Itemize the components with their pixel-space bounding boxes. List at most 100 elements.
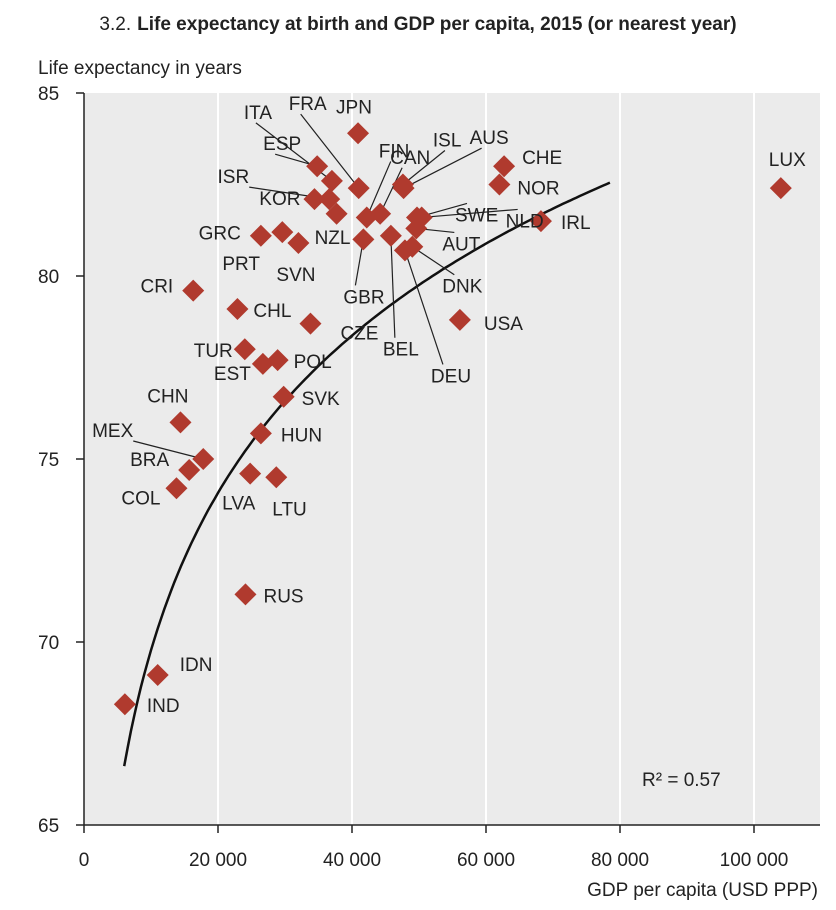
leader-line-dnk xyxy=(411,246,455,276)
data-point-est xyxy=(251,352,274,375)
leader-line-isl xyxy=(402,150,446,185)
x-tick-label: 80 000 xyxy=(591,850,649,871)
data-point-svn xyxy=(287,232,310,255)
point-label-cze: CZE xyxy=(340,324,378,345)
point-label-svn: SVN xyxy=(276,265,315,286)
data-point-lva xyxy=(239,462,262,485)
y-tick-label: 65 xyxy=(38,816,59,837)
tick-labels: 65 70 75 80 85 0 20 000 40 000 60 000 80 000 100 0… xyxy=(38,84,788,871)
point-label-est: EST xyxy=(214,364,251,385)
leader-line-deu xyxy=(404,250,444,365)
data-point-dnk xyxy=(401,235,424,258)
gridlines xyxy=(217,93,755,825)
y-tick-label: 85 xyxy=(38,84,59,105)
point-label-jpn: JPN xyxy=(336,97,372,118)
chart-title-text: Life expectancy at birth and GDP per cap… xyxy=(137,14,737,35)
data-point-nld xyxy=(410,206,433,229)
point-label-rus: RUS xyxy=(263,586,303,607)
leader-line-mex xyxy=(133,440,204,460)
point-label-chn: CHN xyxy=(147,386,188,407)
point-label-bra: BRA xyxy=(130,450,169,471)
point-label-isl: ISL xyxy=(433,131,462,152)
point-label-nld: NLD xyxy=(506,211,544,232)
data-point-isr xyxy=(318,188,341,211)
data-point-svk xyxy=(272,385,295,408)
data-point-lux xyxy=(769,177,792,200)
point-label-irl: IRL xyxy=(561,213,591,234)
trend-line xyxy=(122,181,611,767)
point-label-usa: USA xyxy=(484,314,523,335)
data-point-hun xyxy=(249,422,272,445)
point-label-chl: CHL xyxy=(253,301,291,322)
point-label-esp: ESP xyxy=(263,134,301,155)
data-point-usa xyxy=(448,308,471,331)
point-label-prt: PRT xyxy=(222,254,260,275)
point-label-pol: POL xyxy=(294,352,332,373)
point-label-fra: FRA xyxy=(289,94,327,115)
data-point-nzl xyxy=(325,202,348,225)
leader-line-can xyxy=(379,167,403,215)
y-tick-label: 80 xyxy=(38,267,59,288)
point-label-bel: BEL xyxy=(383,340,419,361)
data-point-prt xyxy=(271,221,294,244)
point-label-aut: AUT xyxy=(442,234,480,255)
data-point-jpn xyxy=(347,122,370,145)
x-axis-label: GDP per capita (USD PPP) xyxy=(587,880,818,901)
y-axis-label: Life expectancy in years xyxy=(38,58,242,79)
chart-title-number: 3.2. xyxy=(99,14,132,35)
leader-line-fin xyxy=(366,161,392,218)
y-tick-label: 70 xyxy=(38,633,59,654)
data-point-ind xyxy=(113,693,136,716)
point-label-gbr: GBR xyxy=(343,287,384,308)
point-label-deu: DEU xyxy=(431,366,471,387)
leader-line-nld xyxy=(421,208,518,219)
point-label-svk: SVK xyxy=(302,389,340,410)
point-label-kor: KOR xyxy=(259,189,300,210)
point-label-mex: MEX xyxy=(92,421,134,442)
data-point-pol xyxy=(266,349,289,372)
point-label-can: CAN xyxy=(390,148,430,169)
data-point-rus xyxy=(234,583,257,606)
leader-line-bel xyxy=(390,235,396,338)
data-point-bra xyxy=(178,458,201,481)
data-point-can xyxy=(369,202,392,225)
point-label-nzl: NZL xyxy=(315,228,351,249)
x-tick-label: 40 000 xyxy=(323,850,381,871)
point-label-ltu: LTU xyxy=(272,499,306,520)
data-point-kor xyxy=(303,188,326,211)
point-label-che: CHE xyxy=(522,148,562,169)
x-tick-label: 20 000 xyxy=(189,850,247,871)
data-point-bel xyxy=(379,224,402,247)
x-tick-label: 60 000 xyxy=(457,850,515,871)
data-point-chl xyxy=(226,297,249,320)
point-label-nor: NOR xyxy=(517,179,559,200)
point-label-dnk: DNK xyxy=(442,277,482,298)
data-point-grc xyxy=(249,224,272,247)
point-label-fin: FIN xyxy=(379,141,410,162)
label-leader-lines xyxy=(133,113,518,460)
x-tick-label: 100 000 xyxy=(720,850,789,871)
data-point-irl xyxy=(529,210,552,233)
data-point-aus xyxy=(392,177,415,200)
data-point-ita xyxy=(320,169,343,192)
data-point-gbr xyxy=(352,228,375,251)
point-label-col: COL xyxy=(121,488,160,509)
point-label-lux: LUX xyxy=(769,150,806,171)
leader-line-fra xyxy=(300,113,360,189)
point-label-ind: IND xyxy=(147,696,180,717)
data-point-col xyxy=(165,477,188,500)
point-label-idn: IDN xyxy=(180,655,213,676)
data-point-fra xyxy=(347,177,370,200)
data-point-ltu xyxy=(265,466,288,489)
data-point-esp xyxy=(306,155,329,178)
chart-title: 3.2. Life expectancy at birth and GDP per… xyxy=(0,14,836,36)
data-point-tur xyxy=(233,338,256,361)
x-tick-label: 0 xyxy=(79,850,90,871)
data-point-mex xyxy=(192,448,215,470)
point-label-isr: ISR xyxy=(218,167,250,188)
point-label-tur: TUR xyxy=(194,341,233,362)
point-label-hun: HUN xyxy=(281,425,322,446)
data-point-chn xyxy=(169,411,192,434)
data-points xyxy=(113,122,792,716)
point-label-grc: GRC xyxy=(199,224,241,245)
